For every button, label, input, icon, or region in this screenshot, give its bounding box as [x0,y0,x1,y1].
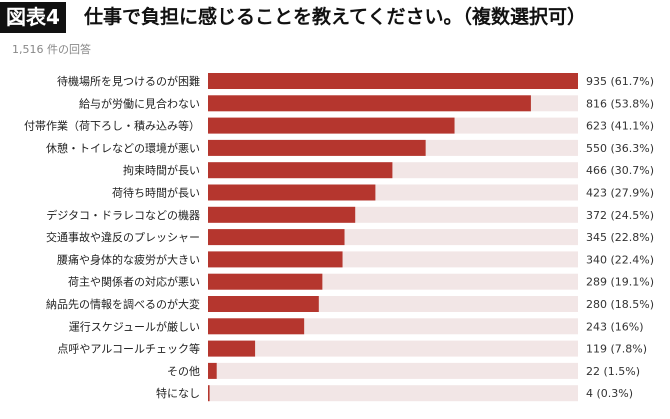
category-label: 給与が労働に見合わない [79,96,200,110]
bar [208,229,345,246]
value-label: 466 (30.7%) [586,164,654,177]
category-label: 付帯作業（荷下ろし・積み込み等） [24,119,200,133]
bar [208,251,343,268]
bar [208,117,455,134]
category-label: その他 [167,365,200,378]
bar-track [208,340,578,357]
category-label: 点呼やアルコールチェック等 [57,342,200,356]
category-label: 腰痛や身体的な疲労が大きい [57,252,200,266]
bar-track [208,385,578,402]
category-label: 運行スケジュールが厳しい [69,319,200,333]
bar [208,162,393,179]
value-label: 623 (41.1%) [586,120,654,133]
bar [208,318,305,335]
chart-title: 仕事で負担に感じることを教えてください。（複数選択可） [84,6,586,28]
figure-label: 図表4 [0,2,66,33]
bar [208,273,323,290]
category-label: 休憩・トイレなどの環境が悪い [46,141,200,155]
category-label: 交通事故や違反のプレッシャー [46,230,200,244]
category-label: 納品先の情報を調べるのが大変 [46,297,200,311]
category-label: 荷主や関係者の対応が悪い [68,275,200,289]
value-label: 119 (7.8%) [586,343,647,356]
bar [208,296,319,312]
category-label: 待機場所を見つけるのが困難 [57,74,200,88]
respondent-count: 1,516 件の回答 [12,43,91,56]
value-label: 22 (1.5%) [586,365,640,378]
value-label: 289 (19.1%) [586,276,654,289]
bar [208,206,356,223]
bar [208,184,376,201]
category-label: デジタコ・ドラレコなどの機器 [46,208,200,222]
category-label: 特になし [156,386,200,400]
category-label: 荷待ち時間が長い [112,186,200,200]
bar [208,73,578,89]
value-label: 816 (53.8%) [586,97,654,110]
value-label: 243 (16%) [586,320,644,333]
value-label: 4 (0.3%) [586,387,633,400]
value-label: 340 (22.4%) [586,253,654,266]
value-label: 372 (24.5%) [586,209,654,222]
value-label: 935 (61.7%) [586,75,654,88]
bar [208,340,256,357]
chart-header: 図表4 仕事で負担に感じることを教えてください。（複数選択可） [0,0,670,36]
value-label: 550 (36.3%) [586,142,654,155]
bar [208,139,426,156]
bar-track [208,362,578,379]
bar [208,385,210,402]
bar [208,95,531,112]
category-label: 拘束時間が長い [123,163,200,177]
value-label: 280 (18.5%) [586,298,654,311]
bar [208,362,217,379]
value-label: 423 (27.9%) [586,187,654,200]
value-label: 345 (22.8%) [586,231,654,244]
